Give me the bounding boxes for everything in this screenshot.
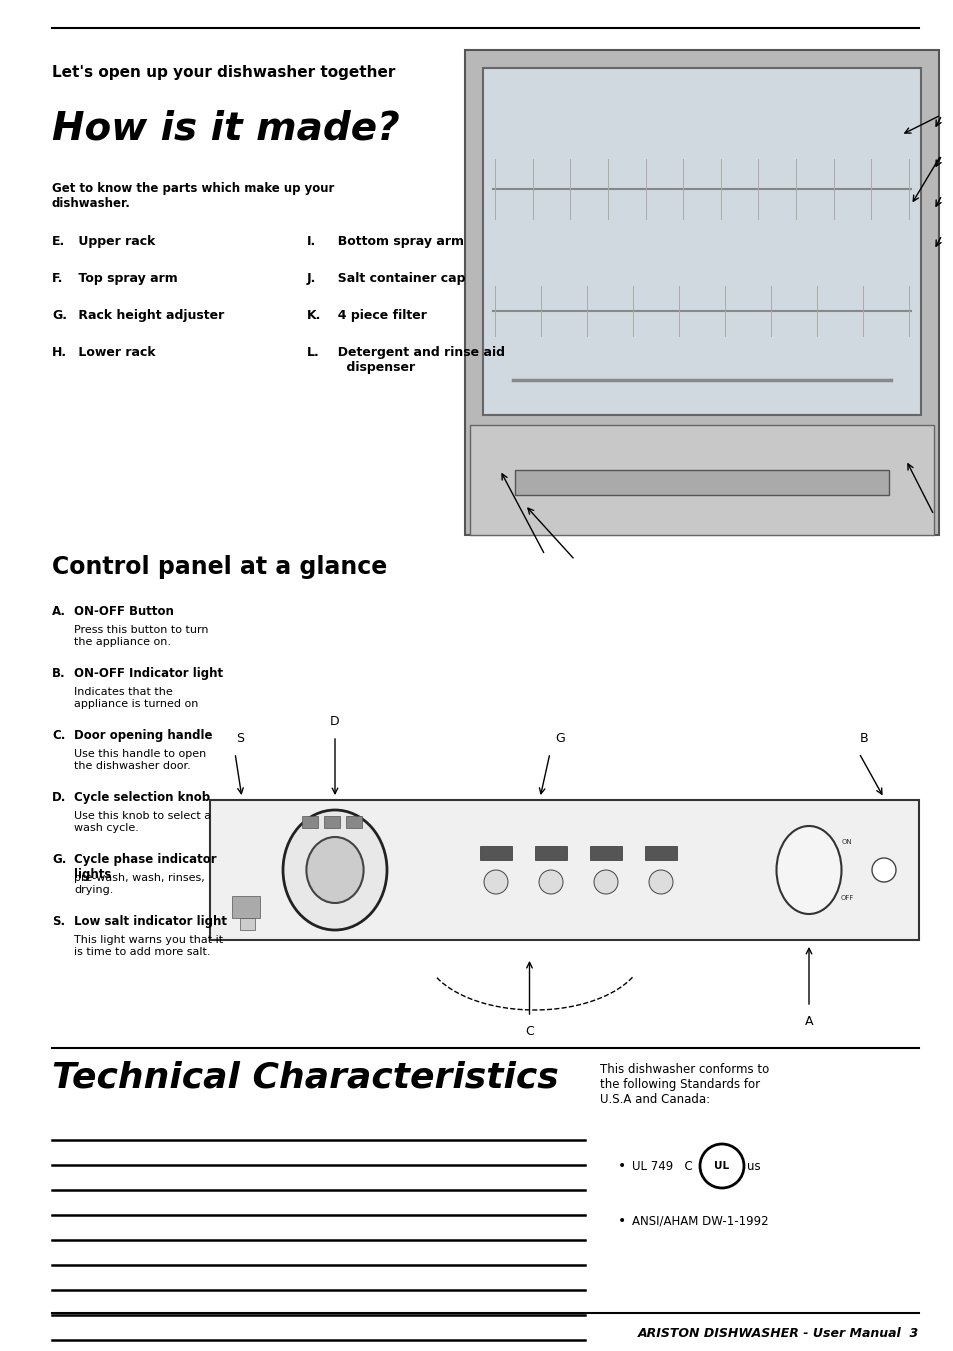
Text: ON-OFF Button: ON-OFF Button	[74, 605, 173, 617]
Text: Top spray arm: Top spray arm	[74, 272, 177, 285]
Bar	[589, 846, 621, 861]
Text: I.: I.	[307, 235, 315, 249]
Bar	[515, 470, 888, 494]
Circle shape	[538, 870, 562, 894]
Circle shape	[594, 870, 618, 894]
Text: Control panel at a glance: Control panel at a glance	[52, 555, 387, 580]
Bar	[470, 426, 933, 535]
Text: Lower rack: Lower rack	[74, 346, 155, 359]
Bar	[240, 917, 254, 929]
Text: D.: D.	[52, 790, 67, 804]
Bar	[644, 846, 677, 861]
Text: Get to know the parts which make up your
dishwasher.: Get to know the parts which make up your…	[52, 182, 334, 209]
Bar	[535, 846, 566, 861]
Circle shape	[483, 870, 507, 894]
Text: us: us	[746, 1159, 760, 1173]
Text: Press this button to turn
the appliance on.: Press this button to turn the appliance …	[74, 626, 209, 647]
Text: This light warns you that it
is time to add more salt.: This light warns you that it is time to …	[74, 935, 223, 957]
Text: •: •	[618, 1159, 625, 1173]
Text: S: S	[235, 732, 244, 744]
Text: pre-wash, wash, rinses,
drying.: pre-wash, wash, rinses, drying.	[74, 873, 205, 894]
Text: L.: L.	[307, 346, 319, 359]
Ellipse shape	[776, 825, 841, 915]
Text: A: A	[804, 1015, 812, 1028]
Text: K.: K.	[307, 309, 321, 322]
Text: ON: ON	[841, 839, 851, 844]
Text: 4 piece filter: 4 piece filter	[329, 309, 426, 322]
Text: Use this knob to select a
wash cycle.: Use this knob to select a wash cycle.	[74, 811, 211, 832]
Text: J.: J.	[307, 272, 316, 285]
Text: E.: E.	[52, 235, 65, 249]
Text: •: •	[618, 1215, 625, 1228]
Text: F.: F.	[52, 272, 63, 285]
Ellipse shape	[283, 811, 387, 929]
Text: G.: G.	[52, 309, 67, 322]
Bar	[479, 846, 512, 861]
Text: B.: B.	[52, 667, 66, 680]
Text: Indicates that the
appliance is turned on: Indicates that the appliance is turned o…	[74, 688, 198, 709]
Text: A.: A.	[52, 605, 66, 617]
Text: ARISTON DISHWASHER - User Manual  3: ARISTON DISHWASHER - User Manual 3	[638, 1327, 918, 1340]
Text: C.: C.	[52, 730, 66, 742]
Text: Salt container cap: Salt container cap	[329, 272, 465, 285]
Text: G.: G.	[52, 852, 67, 866]
Circle shape	[648, 870, 672, 894]
Text: Rack height adjuster: Rack height adjuster	[74, 309, 224, 322]
Text: Cycle selection knob: Cycle selection knob	[74, 790, 210, 804]
Text: D: D	[330, 715, 339, 728]
Text: Detergent and rinse aid
    dispenser: Detergent and rinse aid dispenser	[329, 346, 504, 374]
Text: C: C	[524, 1025, 534, 1038]
Text: UL: UL	[714, 1161, 729, 1171]
Text: Door opening handle: Door opening handle	[74, 730, 213, 742]
Bar	[482, 68, 920, 415]
Text: Use this handle to open
the dishwasher door.: Use this handle to open the dishwasher d…	[74, 748, 206, 770]
Bar	[324, 816, 339, 828]
Ellipse shape	[306, 838, 363, 902]
Bar	[464, 50, 938, 535]
Text: H.: H.	[52, 346, 67, 359]
Text: Upper rack: Upper rack	[74, 235, 155, 249]
Text: This dishwasher conforms to
the following Standards for
U.S.A and Canada:: This dishwasher conforms to the followin…	[599, 1063, 768, 1106]
Text: Bottom spray arm: Bottom spray arm	[329, 235, 463, 249]
Text: ANSI/AHAM DW-1-1992: ANSI/AHAM DW-1-1992	[631, 1215, 768, 1228]
Text: ON-OFF Indicator light: ON-OFF Indicator light	[74, 667, 223, 680]
Bar	[232, 896, 260, 917]
Text: Let's open up your dishwasher together: Let's open up your dishwasher together	[52, 65, 395, 80]
Text: Technical Characteristics: Technical Characteristics	[52, 1061, 558, 1094]
Text: Low salt indicator light: Low salt indicator light	[74, 915, 227, 928]
Text: OFF: OFF	[840, 894, 853, 901]
Text: Cycle phase indicator
lights: Cycle phase indicator lights	[74, 852, 216, 881]
Bar	[210, 800, 918, 940]
Bar	[302, 816, 317, 828]
Circle shape	[700, 1144, 743, 1188]
Circle shape	[871, 858, 895, 882]
Text: UL 749   C: UL 749 C	[631, 1159, 692, 1173]
Text: S.: S.	[52, 915, 65, 928]
Text: How is it made?: How is it made?	[52, 109, 399, 149]
Text: G: G	[555, 732, 564, 744]
Text: B: B	[859, 732, 867, 744]
Bar	[346, 816, 361, 828]
